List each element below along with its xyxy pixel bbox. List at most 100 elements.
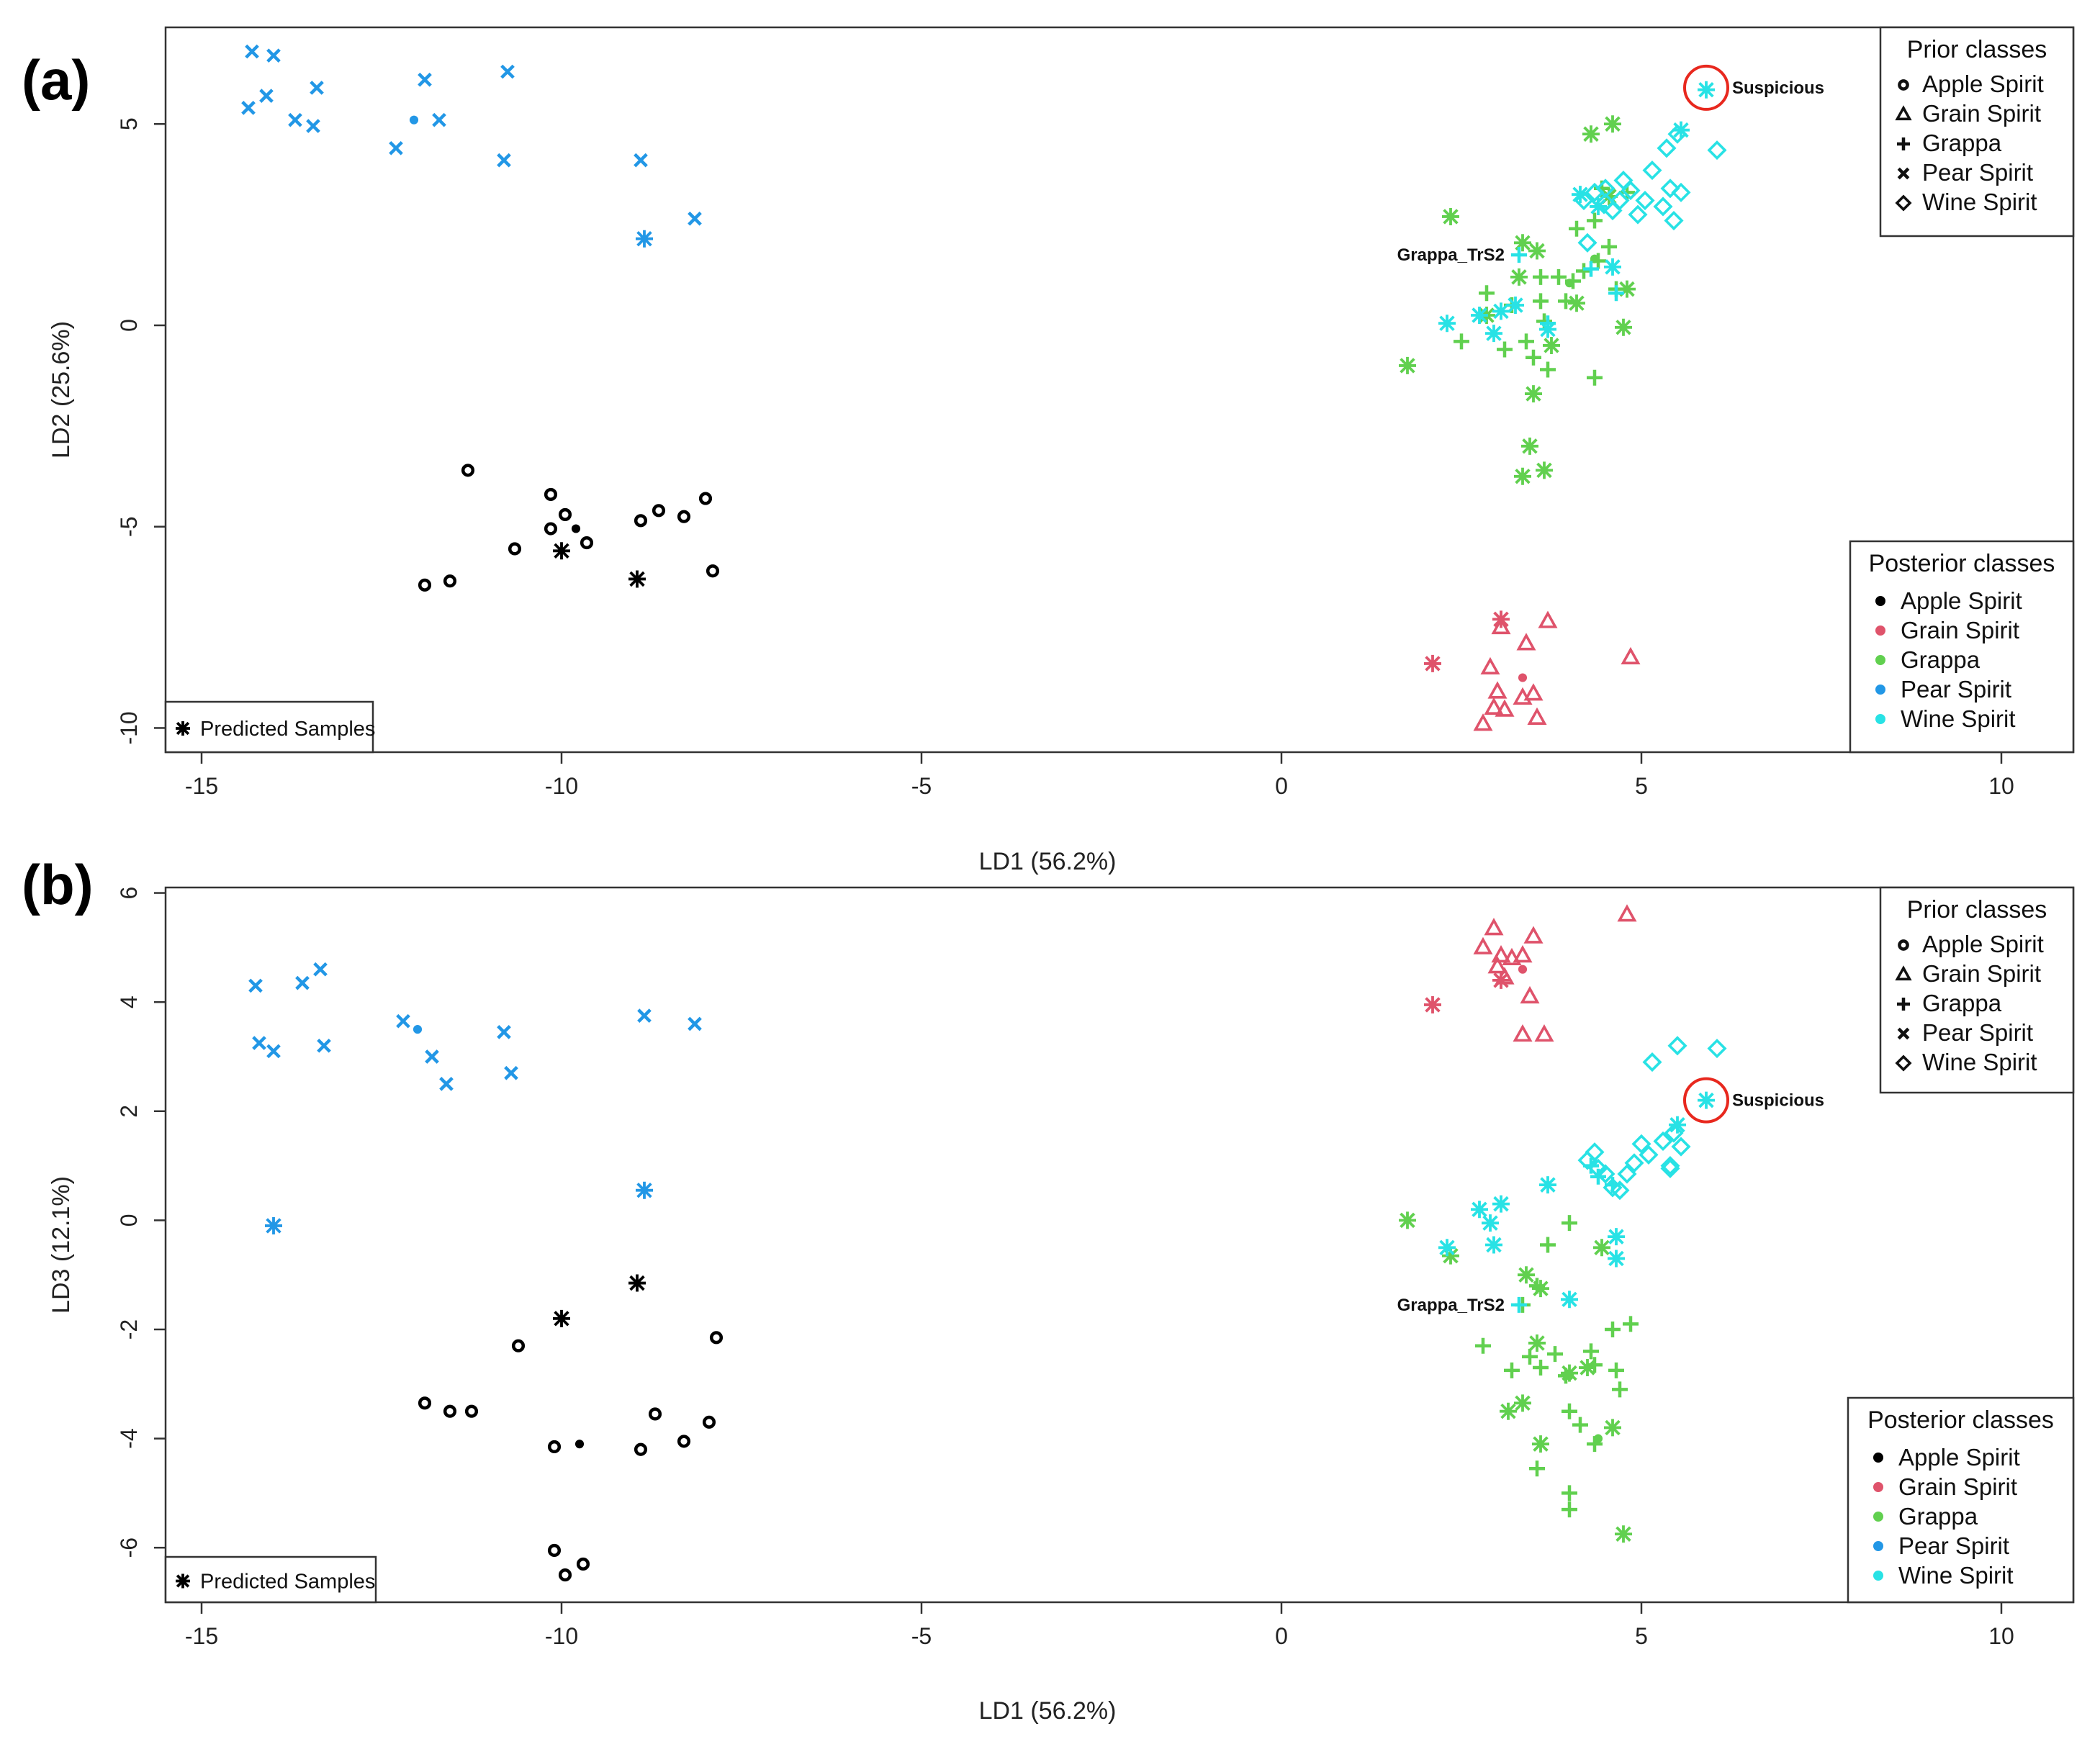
plot-frame	[164, 26, 2075, 754]
data-point	[1424, 995, 1441, 1013]
data-point	[547, 1440, 562, 1454]
data-point	[1590, 1168, 1606, 1185]
data-point	[574, 1440, 585, 1449]
data-point	[709, 1331, 724, 1345]
x-tick-label: 10	[1988, 773, 2014, 799]
data-point	[688, 211, 702, 226]
data-point	[652, 504, 666, 518]
legend-color-dot	[1873, 1541, 1883, 1551]
data-point	[1471, 307, 1488, 325]
data-point	[1631, 1134, 1651, 1154]
data-point	[1497, 341, 1513, 358]
data-point	[1590, 197, 1607, 215]
data-point	[1526, 349, 1541, 366]
legend-title: Posterior classes	[1869, 550, 2055, 577]
data-point	[1669, 1116, 1686, 1134]
data-point	[1672, 121, 1690, 139]
data-point	[1479, 285, 1495, 302]
data-point	[1485, 325, 1502, 343]
data-point	[1492, 610, 1510, 628]
data-point	[1511, 247, 1527, 263]
data-point	[1492, 971, 1510, 989]
data-point	[409, 115, 419, 125]
annotation-label: Suspicious	[1732, 1091, 1824, 1111]
data-point	[1473, 713, 1493, 731]
x-tick-label: -10	[545, 773, 578, 799]
data-point	[1533, 268, 1549, 285]
x-tick-label: -5	[911, 1623, 932, 1649]
y-tick-label: -5	[116, 516, 142, 536]
data-point	[628, 570, 646, 588]
data-point	[1523, 926, 1544, 944]
data-point	[443, 574, 457, 588]
data-point	[1471, 1201, 1488, 1219]
data-point	[310, 81, 324, 95]
data-point	[265, 1216, 282, 1234]
data-point	[1528, 242, 1546, 260]
data-point	[634, 1442, 648, 1456]
data-point	[1583, 1157, 1599, 1174]
data-point	[688, 1016, 702, 1031]
data-point	[500, 64, 515, 79]
data-point	[497, 153, 511, 168]
data-point	[1518, 965, 1528, 974]
legend-entry: Grain Spirit	[1898, 1473, 2017, 1500]
data-point	[1495, 699, 1515, 717]
data-point	[1707, 140, 1727, 161]
data-point	[1543, 336, 1560, 354]
legend-symbol	[1897, 167, 1910, 180]
data-point	[1707, 1039, 1727, 1059]
data-point	[648, 1407, 662, 1421]
data-point	[1525, 385, 1542, 403]
data-point	[511, 1339, 526, 1352]
data-point	[1608, 1228, 1625, 1246]
legend-prior-classes: Prior classes Apple Spirit Grain Spirit Gra…	[1879, 886, 2075, 1094]
legend-entry: Predicted Samples	[200, 1571, 375, 1594]
data-point	[637, 1008, 652, 1023]
legend-symbol	[1898, 79, 1909, 91]
data-point	[1562, 1501, 1577, 1518]
data-point	[1487, 956, 1508, 974]
data-point	[1484, 918, 1504, 936]
x-tick-label: 5	[1635, 1623, 1648, 1649]
data-point	[461, 464, 475, 477]
data-point	[1518, 673, 1528, 682]
data-point	[1539, 1176, 1556, 1194]
data-point	[1513, 945, 1533, 963]
data-point	[1523, 683, 1544, 701]
legend-color-dot	[1875, 596, 1885, 606]
legend-title: Prior classes	[1907, 36, 2047, 63]
legend-entry: Grappa	[1922, 990, 2002, 1016]
panel-b: (b) -15 -10 -5 0 5 10 -6 -4 -2 0 2 4 6 LD1 (56.2%) LD3 …	[22, 853, 2075, 1725]
data-point	[389, 140, 403, 155]
data-point	[1595, 1164, 1615, 1184]
data-point	[1579, 1359, 1596, 1377]
y-tick-label: -6	[116, 1537, 142, 1558]
data-point	[1660, 179, 1680, 199]
data-point	[1504, 1362, 1520, 1378]
legend-entry: Grain Spirit	[1922, 100, 2041, 127]
data-point	[1593, 1434, 1603, 1443]
data-point	[702, 1415, 716, 1429]
y-tick-label: 0	[116, 319, 142, 332]
legend-entry: Wine Spirit	[1901, 705, 2016, 732]
data-point	[1547, 1346, 1563, 1363]
data-point	[1639, 1144, 1659, 1165]
data-point	[1521, 437, 1538, 455]
x-tick-label: -15	[185, 773, 218, 799]
data-point	[1562, 1403, 1577, 1419]
data-point	[1604, 258, 1621, 276]
legend-entry: Grain Spirit	[1922, 960, 2041, 987]
suspicious-highlight-circle	[1683, 1077, 1729, 1124]
data-point	[1491, 616, 1511, 635]
data-point	[1500, 1402, 1517, 1420]
data-point	[1572, 186, 1589, 204]
data-point	[1583, 261, 1599, 277]
data-point	[288, 112, 302, 127]
data-point	[1518, 1266, 1535, 1284]
data-point	[1551, 268, 1567, 285]
data-point	[1438, 315, 1456, 333]
data-point	[1485, 1236, 1502, 1254]
y-tick-label: -2	[116, 1319, 142, 1340]
data-point	[1442, 207, 1459, 225]
